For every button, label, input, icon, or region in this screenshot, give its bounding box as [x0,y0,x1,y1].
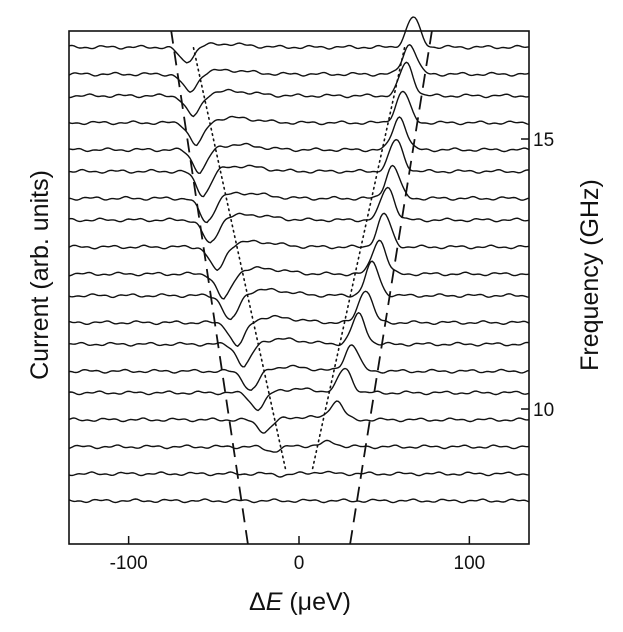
dashed-guide-lines [170,30,433,545]
current-trace [68,498,530,504]
current-trace [68,16,530,64]
plot-frame [68,30,530,545]
current-trace [68,44,530,93]
x-axis-label-variable: E [266,588,283,616]
current-trace [68,116,530,174]
current-trace [68,90,530,147]
x-axis-label-delta: Δ [249,588,266,616]
x-tick-label: 0 [294,553,305,574]
dotted-guide-lines [192,46,406,470]
frequency-axis-ticks: 10 15 [521,130,554,421]
current-trace [68,186,530,244]
current-trace [69,312,530,368]
x-tick-label: -100 [110,553,148,574]
dashed-line [170,30,249,545]
y-axis-label-left: Current (arb. units) [26,170,54,380]
dotted-line [311,46,406,470]
freq-tick-label: 15 [533,130,554,151]
current-trace [68,367,530,412]
current-trace [69,344,530,391]
current-trace [68,439,530,453]
freq-tick-label: 10 [533,400,554,421]
current-trace [68,239,530,300]
current-trace [68,164,530,224]
dotted-line [192,46,287,470]
x-axis-ticks: -100 0 100 [110,536,486,574]
current-trace [68,260,530,321]
x-axis-label-unit: (μeV) [282,588,351,616]
current-trace [68,138,530,198]
x-tick-label: 100 [454,553,486,574]
current-trace [68,400,530,434]
current-traces [68,16,530,504]
x-axis-label: ΔE (μeV) [249,588,351,616]
y-axis-label-right: Frequency (GHz) [576,179,604,371]
current-trace [68,61,530,118]
current-trace [68,290,530,347]
current-trace [68,212,530,271]
current-trace [68,470,530,478]
